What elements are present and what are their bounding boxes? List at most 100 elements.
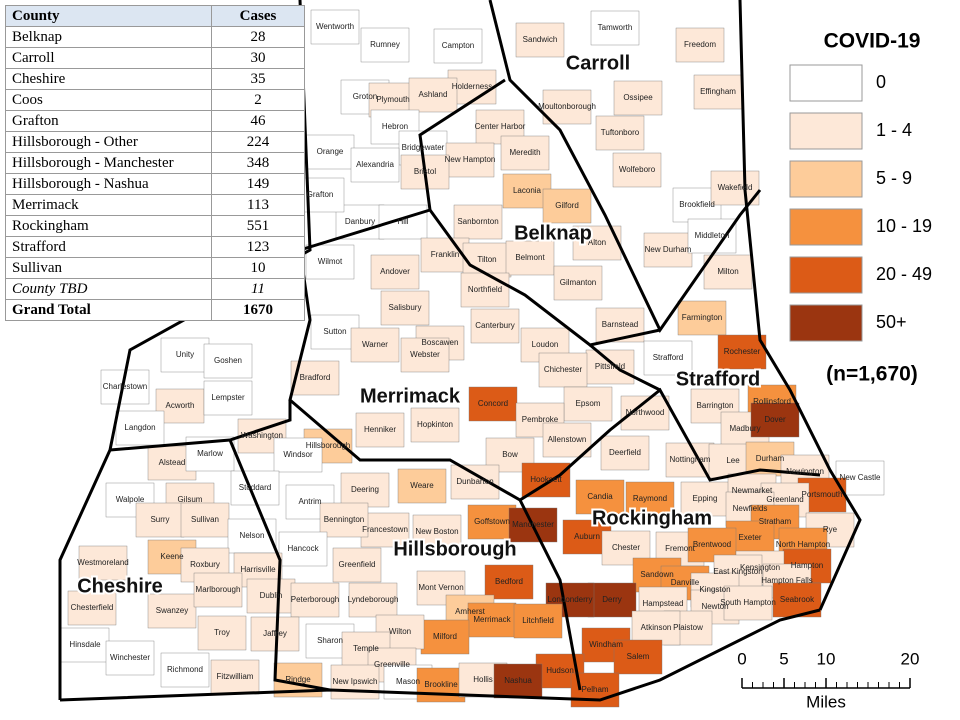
town-label: Franklin — [431, 250, 459, 259]
town-area — [180, 502, 230, 538]
town-label: Fitzwilliam — [217, 672, 254, 681]
town-area — [246, 578, 296, 614]
town-label: Alton — [588, 238, 606, 247]
town-label: New Hampton — [445, 155, 496, 164]
county-label: Cheshire — [77, 575, 163, 597]
town-label: Charlestown — [103, 382, 147, 391]
town-label: Surry — [150, 515, 169, 524]
town-label: Brookline — [424, 680, 458, 689]
town-label: Langdon — [124, 423, 155, 432]
town-label: Boscawen — [422, 338, 459, 347]
legend-note: (n=1,670) — [826, 363, 918, 386]
legend-title: COVID-19 — [824, 30, 921, 53]
town-label: Atkinson — [641, 623, 672, 632]
town-label: Manchester — [512, 520, 554, 529]
county-name: County TBD — [5, 278, 212, 300]
town-label: Milford — [433, 632, 457, 641]
town-label: Exeter — [738, 533, 761, 542]
case-count: 551 — [211, 215, 305, 237]
town-label: Peterborough — [291, 595, 339, 604]
town-area — [613, 80, 663, 116]
town-area — [115, 410, 165, 446]
town-area — [193, 572, 243, 608]
town-label: Nottingham — [670, 455, 711, 464]
town-label: Hampstead — [643, 599, 684, 608]
town-area — [493, 663, 543, 699]
town-area — [553, 265, 603, 301]
town-label: Walpole — [116, 495, 145, 504]
town-area — [305, 244, 355, 280]
town-label: Pittsfield — [595, 362, 625, 371]
town-label: Orange — [317, 147, 344, 156]
town-area — [278, 531, 328, 567]
town-label: Merrimack — [473, 615, 511, 624]
town-label: Lee — [726, 456, 740, 465]
town-area — [305, 134, 355, 170]
town-area — [197, 615, 247, 651]
town-label: Hancock — [287, 544, 319, 553]
town-tiles — [60, 9, 885, 708]
town-label: Bennington — [324, 515, 364, 524]
county-name: Hillsborough - Manchester — [5, 152, 212, 174]
town-label: Brentwood — [693, 540, 731, 549]
case-table: County Cases Belknap 28 Carroll 30 Cheshire 35 C… — [5, 5, 305, 321]
town-area — [590, 10, 640, 46]
town-label: Portsmouth — [802, 490, 843, 499]
town-label: New Ipswich — [333, 677, 378, 686]
town-labels: Wentworth Rumney Campton Sandwich Tamworth Fr… — [69, 22, 881, 694]
town-label: Weare — [410, 481, 434, 490]
town-label: Goshen — [214, 356, 242, 365]
county-label: Strafford — [676, 368, 760, 390]
town-area — [703, 254, 753, 290]
town-label: Greenland — [766, 495, 803, 504]
town-area — [412, 514, 462, 550]
town-label: Henniker — [364, 425, 396, 434]
town-label: Epsom — [576, 399, 601, 408]
town-area — [460, 272, 510, 308]
county-border — [288, 249, 821, 502]
town-label: Alexandria — [356, 160, 394, 169]
town-label: Antrim — [298, 497, 321, 506]
town-area — [575, 479, 625, 515]
town-label: Harrisville — [240, 565, 276, 574]
town-label: Bristol — [414, 167, 436, 176]
case-count: 46 — [211, 110, 305, 132]
town-label: Tuftonboro — [601, 128, 640, 137]
county-border — [488, 0, 762, 333]
town-label: Belmont — [515, 253, 545, 262]
town-area — [515, 22, 565, 58]
legend-label: 10 - 19 — [876, 216, 932, 236]
case-count: 149 — [211, 173, 305, 195]
county-borders — [58, 0, 862, 702]
town-label: Rindge — [285, 675, 311, 684]
town-label: Raymond — [633, 494, 667, 503]
legend-label: 5 - 9 — [876, 168, 912, 188]
town-label: Windham — [589, 640, 623, 649]
county-label: Hillsborough — [393, 538, 516, 560]
town-area — [380, 290, 430, 326]
table-row: Sullivan 10 — [5, 257, 305, 279]
town-label: Gilmanton — [560, 278, 596, 287]
town-label: Gilford — [555, 201, 579, 210]
county-label: Rockingham — [592, 507, 712, 529]
town-label: Webster — [410, 350, 440, 359]
town-label: Middleton — [695, 231, 730, 240]
town-label: Alstead — [159, 458, 186, 467]
county-name: Rockingham — [5, 215, 212, 237]
legend-swatch — [789, 64, 863, 102]
town-label: Chester — [612, 543, 640, 552]
town-label: Keene — [160, 552, 184, 561]
town-area — [227, 518, 277, 554]
town-label: Deerfield — [609, 448, 641, 457]
case-count: 10 — [211, 257, 305, 279]
town-area — [462, 242, 512, 278]
legend-swatch — [789, 112, 863, 150]
case-count: 224 — [211, 131, 305, 153]
state-border — [59, 608, 821, 702]
town-label: Londonderry — [548, 595, 593, 604]
town-area — [348, 582, 398, 618]
town-label: Northwood — [626, 408, 665, 417]
town-area — [587, 582, 637, 618]
town-area — [203, 380, 253, 416]
